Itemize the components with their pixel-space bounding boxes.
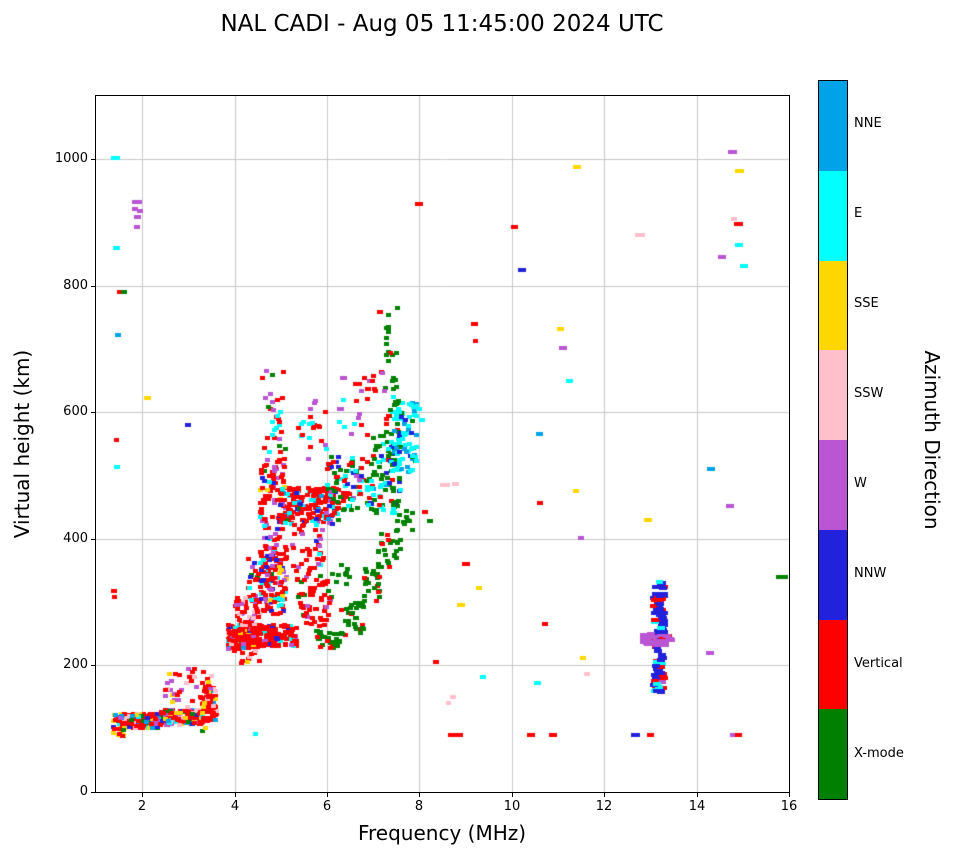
y-axis-label: Virtual height (km) (10, 349, 34, 539)
x-tick-mark (419, 793, 420, 797)
colorbar-segment-x-mode (819, 709, 847, 799)
colorbar-label-w: W (854, 476, 867, 491)
colorbar-title: Azimuth Direction (920, 350, 944, 530)
x-tick-label: 12 (595, 799, 613, 814)
x-tick-label: 6 (322, 799, 332, 814)
x-tick-label: 4 (230, 799, 240, 814)
x-tick-mark (789, 793, 790, 797)
colorbar (818, 80, 848, 800)
x-tick-label: 10 (503, 799, 521, 814)
colorbar-label-nnw: NNW (854, 566, 887, 581)
colorbar-label-sse: SSE (854, 296, 879, 311)
y-tick-mark (91, 792, 95, 793)
colorbar-segment-w (819, 440, 847, 530)
colorbar-segment-sse (819, 260, 847, 351)
colorbar-label-nne: NNE (854, 116, 882, 131)
x-tick-mark (142, 793, 143, 797)
colorbar-segment-ssw (819, 350, 847, 440)
chart-title: NAL CADI - Aug 05 11:45:00 2024 UTC (220, 11, 664, 37)
x-tick-mark (604, 793, 605, 797)
y-tick-mark (91, 286, 95, 287)
x-tick-label: 8 (414, 799, 424, 814)
x-tick-label: 14 (688, 799, 706, 814)
y-tick-label: 600 (63, 404, 88, 419)
x-tick-mark (235, 793, 236, 797)
colorbar-label-e: E (854, 206, 863, 221)
colorbar-segment-vertical (819, 619, 847, 710)
colorbar-label-x-mode: X-mode (854, 746, 904, 761)
colorbar-segment-e (819, 170, 847, 261)
colorbar-label-vertical: Vertical (854, 656, 903, 671)
y-tick-mark (91, 159, 95, 160)
colorbar-segment-nne (819, 81, 847, 171)
x-tick-mark (512, 793, 513, 797)
y-tick-label: 200 (63, 657, 88, 672)
colorbar-segment-nnw (819, 529, 847, 620)
y-tick-label: 400 (63, 531, 88, 546)
scatter-canvas (96, 96, 789, 792)
x-tick-label: 16 (780, 799, 798, 814)
x-tick-mark (697, 793, 698, 797)
y-tick-label: 1000 (54, 151, 88, 166)
y-tick-mark (91, 665, 95, 666)
y-tick-mark (91, 412, 95, 413)
x-tick-mark (327, 793, 328, 797)
x-axis-label: Frequency (MHz) (357, 821, 527, 845)
plot-area (95, 95, 790, 793)
y-tick-label: 800 (63, 278, 88, 293)
x-tick-label: 2 (137, 799, 147, 814)
colorbar-label-ssw: SSW (854, 386, 884, 401)
y-tick-label: 0 (79, 784, 88, 799)
y-tick-mark (91, 539, 95, 540)
